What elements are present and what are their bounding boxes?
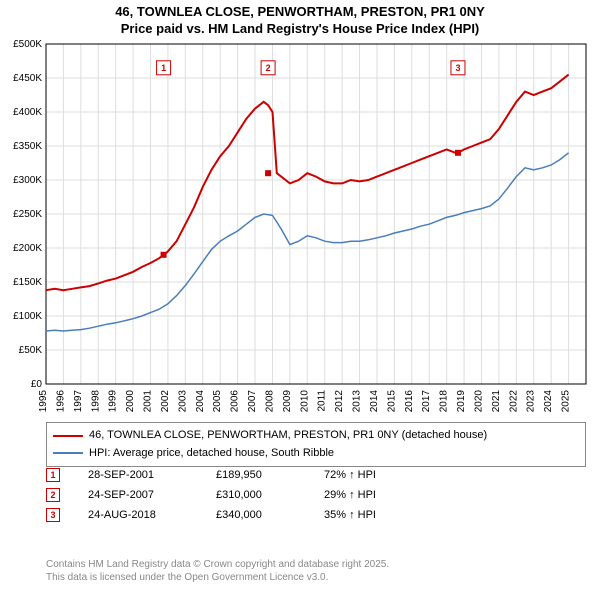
svg-text:1997: 1997: [73, 390, 84, 413]
marker-price: £189,950: [216, 469, 296, 481]
svg-text:2019: 2019: [456, 390, 467, 413]
svg-text:2000: 2000: [125, 390, 136, 413]
marker-row: 1 28-SEP-2001 £189,950 72% ↑ HPI: [46, 468, 376, 482]
svg-text:£150K: £150K: [13, 277, 42, 288]
legend-swatch: [53, 435, 83, 437]
svg-text:2024: 2024: [543, 390, 554, 413]
marker-date: 24-AUG-2018: [88, 509, 188, 521]
svg-text:2008: 2008: [264, 390, 275, 413]
svg-text:1998: 1998: [90, 390, 101, 413]
chart-marker-num: 3: [455, 63, 460, 73]
chart-container: 46, TOWNLEA CLOSE, PENWORTHAM, PRESTON, …: [0, 0, 600, 590]
legend-swatch: [53, 452, 83, 454]
svg-text:£300K: £300K: [13, 175, 42, 186]
title-line-1: 46, TOWNLEA CLOSE, PENWORTHAM, PRESTON, …: [0, 4, 600, 21]
legend-label: 46, TOWNLEA CLOSE, PENWORTHAM, PRESTON, …: [89, 427, 487, 445]
svg-text:2016: 2016: [404, 390, 415, 413]
footnote-line-2: This data is licensed under the Open Gov…: [46, 571, 389, 584]
marker-date: 24-SEP-2007: [88, 489, 188, 501]
svg-text:2005: 2005: [212, 390, 223, 413]
svg-text:2002: 2002: [160, 390, 171, 413]
svg-text:2011: 2011: [317, 390, 328, 412]
footnote: Contains HM Land Registry data © Crown c…: [46, 558, 389, 584]
svg-text:£200K: £200K: [13, 243, 42, 254]
svg-text:2018: 2018: [439, 390, 450, 413]
svg-text:2010: 2010: [299, 390, 310, 413]
marker-price: £310,000: [216, 489, 296, 501]
chart-marker-point: [161, 252, 167, 258]
svg-text:1995: 1995: [38, 390, 49, 413]
chart-marker-point: [455, 150, 461, 156]
svg-text:£500K: £500K: [13, 39, 42, 50]
legend-label: HPI: Average price, detached house, Sout…: [89, 445, 334, 463]
svg-text:2020: 2020: [473, 390, 484, 413]
marker-pct: 35% ↑ HPI: [324, 509, 376, 521]
chart-title: 46, TOWNLEA CLOSE, PENWORTHAM, PRESTON, …: [0, 0, 600, 38]
legend-row: 46, TOWNLEA CLOSE, PENWORTHAM, PRESTON, …: [53, 427, 579, 445]
marker-row: 3 24-AUG-2018 £340,000 35% ↑ HPI: [46, 508, 376, 522]
svg-text:£100K: £100K: [13, 311, 42, 322]
svg-text:2023: 2023: [526, 390, 537, 413]
svg-text:£450K: £450K: [13, 73, 42, 84]
svg-text:£50K: £50K: [19, 345, 43, 356]
svg-text:2006: 2006: [230, 390, 241, 413]
svg-text:2009: 2009: [282, 390, 293, 413]
legend-row: HPI: Average price, detached house, Sout…: [53, 445, 579, 463]
svg-text:2022: 2022: [508, 390, 519, 413]
marker-pct: 29% ↑ HPI: [324, 489, 376, 501]
svg-text:2001: 2001: [143, 390, 154, 413]
chart-marker-point: [265, 170, 271, 176]
marker-number-box: 3: [46, 508, 60, 522]
svg-text:2025: 2025: [561, 390, 572, 413]
marker-number-box: 2: [46, 488, 60, 502]
svg-text:£350K: £350K: [13, 141, 42, 152]
chart-marker-num: 1: [161, 63, 166, 73]
marker-price: £340,000: [216, 509, 296, 521]
svg-text:£400K: £400K: [13, 107, 42, 118]
svg-text:2017: 2017: [421, 390, 432, 413]
svg-text:1999: 1999: [108, 390, 119, 413]
svg-text:1996: 1996: [55, 390, 66, 413]
svg-text:2014: 2014: [369, 390, 380, 413]
svg-text:2003: 2003: [177, 390, 188, 413]
marker-date: 28-SEP-2001: [88, 469, 188, 481]
svg-text:£0: £0: [31, 379, 43, 390]
svg-text:2012: 2012: [334, 390, 345, 413]
marker-row: 2 24-SEP-2007 £310,000 29% ↑ HPI: [46, 488, 376, 502]
chart-svg: £0£50K£100K£150K£200K£250K£300K£350K£400…: [46, 44, 586, 384]
marker-number-box: 1: [46, 468, 60, 482]
title-line-2: Price paid vs. HM Land Registry's House …: [0, 21, 600, 38]
legend-box: 46, TOWNLEA CLOSE, PENWORTHAM, PRESTON, …: [46, 422, 586, 467]
svg-text:2007: 2007: [247, 390, 258, 413]
marker-table: 1 28-SEP-2001 £189,950 72% ↑ HPI 2 24-SEP-200…: [46, 468, 376, 528]
footnote-line-1: Contains HM Land Registry data © Crown c…: [46, 558, 389, 571]
svg-text:£250K: £250K: [13, 209, 42, 220]
svg-text:2021: 2021: [491, 390, 502, 413]
marker-pct: 72% ↑ HPI: [324, 469, 376, 481]
svg-text:2013: 2013: [352, 390, 363, 413]
svg-text:2015: 2015: [386, 390, 397, 413]
chart-marker-num: 2: [266, 63, 271, 73]
svg-text:2004: 2004: [195, 390, 206, 413]
